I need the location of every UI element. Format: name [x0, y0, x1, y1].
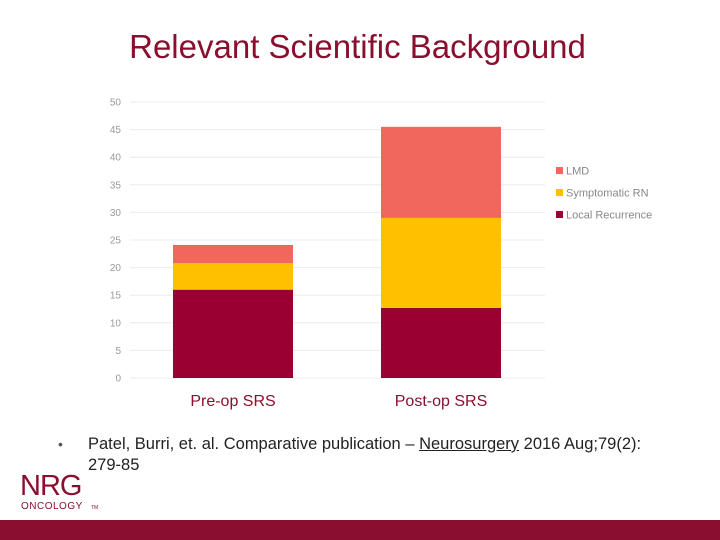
y-tick-label: 10 — [110, 318, 122, 329]
legend-swatch — [556, 189, 563, 196]
y-tick-label: 30 — [110, 208, 122, 219]
logo-tm-text: TM — [91, 505, 98, 511]
legend-swatch — [556, 167, 563, 174]
bar-segment — [173, 263, 293, 290]
legend-label: Local Recurrence — [566, 210, 652, 222]
bar-segment — [173, 244, 293, 264]
y-tick-label: 20 — [110, 263, 122, 274]
citation-journal: Neurosurgery — [419, 435, 520, 453]
legend-label: Symptomatic RN — [566, 188, 649, 200]
x-category-label: Pre-op SRS — [190, 393, 275, 410]
y-tick-label: 25 — [110, 236, 122, 247]
y-tick-label: 45 — [110, 125, 122, 136]
logo-oncology-text: ONCOLOGY — [21, 501, 83, 512]
legend-swatch — [556, 211, 563, 218]
nrg-oncology-logo: NRG ONCOLOGY TM — [20, 470, 98, 512]
y-tick-label: 35 — [110, 180, 122, 191]
y-tick-label: 0 — [115, 374, 121, 385]
y-tick-label: 15 — [110, 291, 122, 302]
bar-segment — [381, 307, 501, 378]
y-tick-label: 50 — [110, 98, 122, 109]
logo-nrg-text: NRG — [20, 470, 81, 502]
y-tick-label: 40 — [110, 153, 122, 164]
y-tick-label: 5 — [115, 346, 121, 357]
bullet-marker: • — [58, 436, 63, 452]
citation-text: Patel, Burri, et. al. Comparative public… — [88, 435, 420, 453]
x-category-label: Post-op SRS — [395, 393, 487, 410]
citation-details: 2016 Aug;79(2): 279-85 — [88, 435, 642, 474]
stacked-bar-chart: 0 5 10 15 20 25 30 35 40 45 50 Pre-op SRS Post-op SR… — [110, 98, 652, 411]
slide-title: Relevant Scientific Background — [129, 28, 586, 65]
footer-bar — [0, 520, 720, 540]
bar-segment — [381, 217, 501, 308]
legend-label: LMD — [566, 166, 589, 178]
bar-segment — [173, 289, 293, 378]
citation: Patel, Burri, et. al. Comparative public… — [88, 434, 648, 476]
bar-segment — [381, 126, 501, 218]
